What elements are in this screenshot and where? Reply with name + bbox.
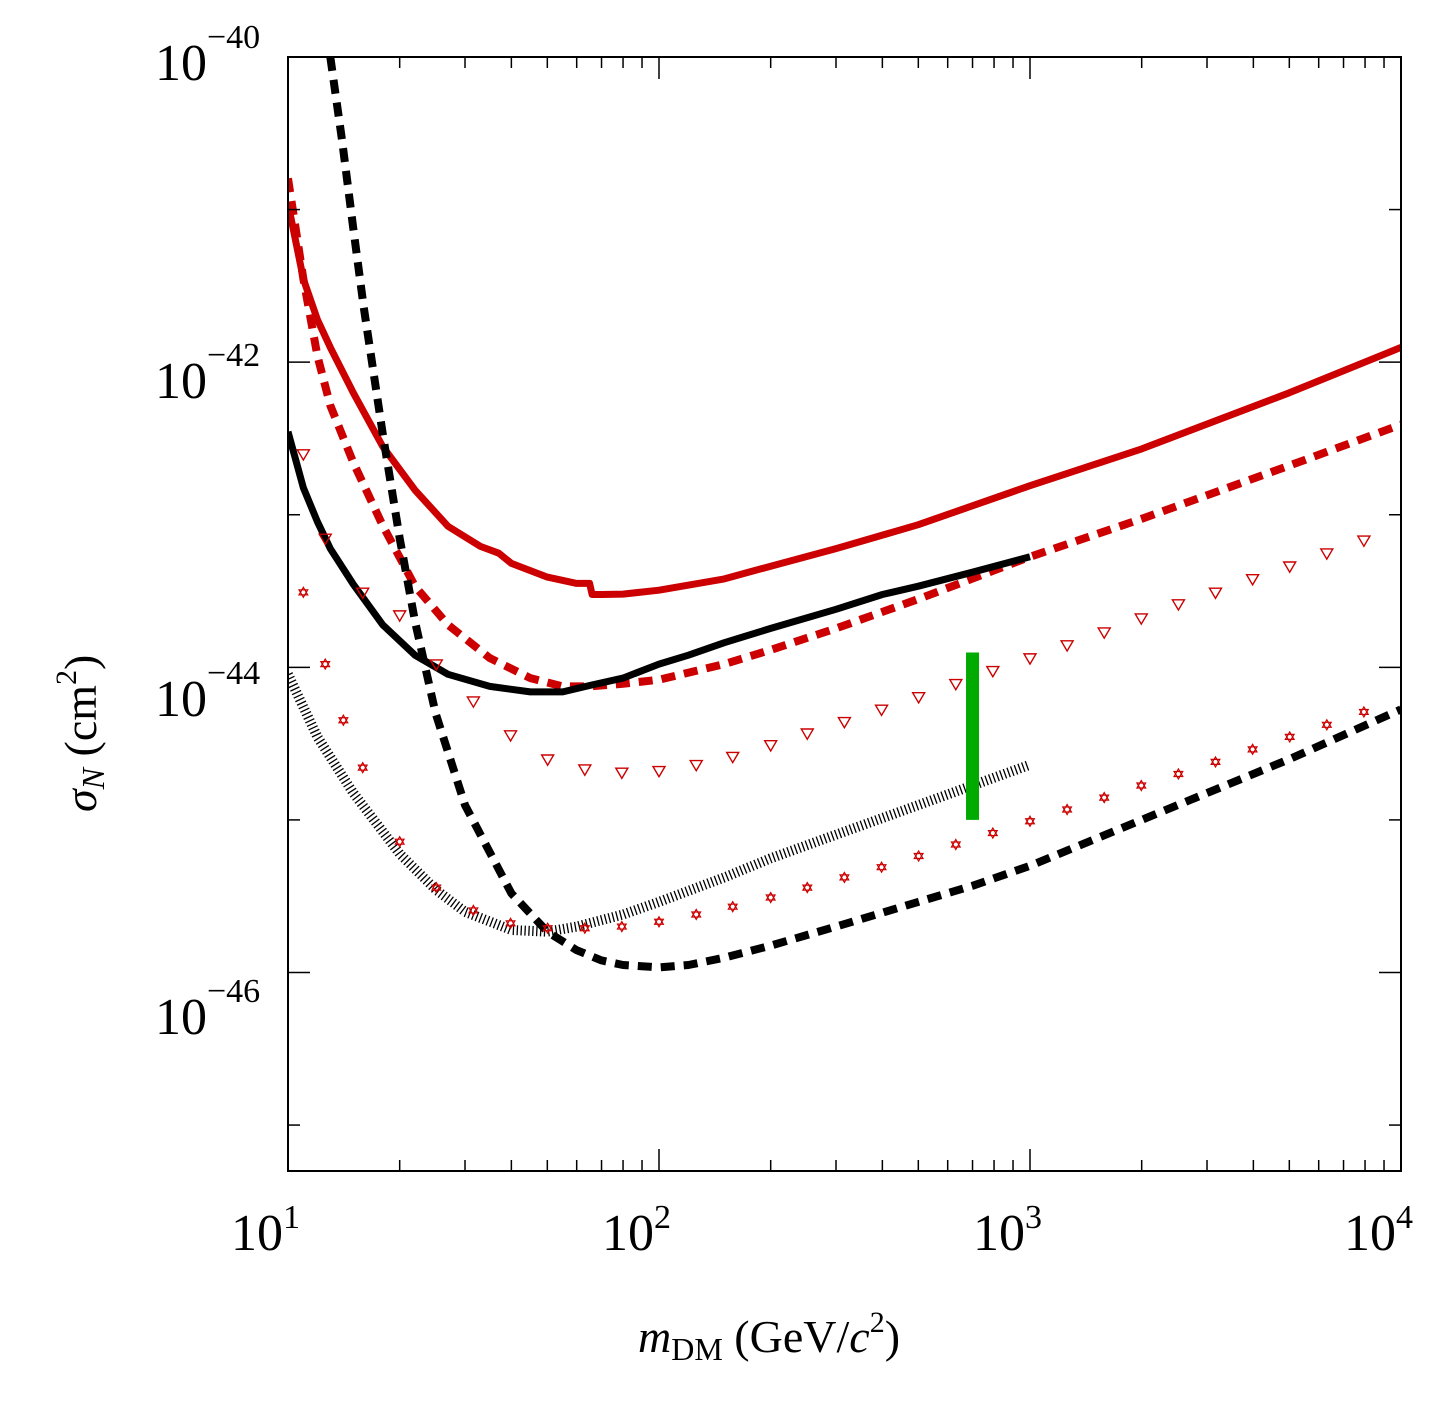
series-5-triangle-point-5 [466, 696, 481, 709]
series-5-triangle-point-12 [725, 751, 740, 764]
y-axis-title: σN (cm2) [50, 655, 111, 812]
series-5-triangle-point-2 [355, 587, 370, 600]
series-6-star-point-14 [765, 891, 777, 904]
series-5-triangle-point-15 [837, 716, 852, 730]
series-2-solid-line [288, 430, 1031, 696]
series-5-triangle-point-7 [540, 754, 555, 767]
series-6-star-point-12 [690, 908, 702, 921]
series-5-triangle-point-23 [1134, 613, 1149, 626]
svg-text:103: 103 [973, 1199, 1042, 1262]
series-5-triangle-point-26 [1245, 573, 1260, 587]
series-6-star-point-9 [579, 922, 591, 935]
series-5-triangle-point-18 [948, 678, 964, 692]
series-6-star-point-7 [505, 917, 516, 930]
series-6-star-point-6 [467, 904, 479, 917]
series-4-dotted-line [288, 672, 1032, 937]
series-6-star-point-16 [838, 871, 850, 884]
svg-text:104: 104 [1344, 1199, 1413, 1262]
series-5-triangle-point-27 [1282, 561, 1297, 574]
data-series-layer [288, 57, 1401, 972]
series-6-star-point-30 [1358, 705, 1370, 719]
series-6-star-point-18 [913, 849, 925, 863]
series-6-star-point-10 [616, 920, 628, 933]
tick-marks [287, 56, 1401, 1171]
svg-text:101: 101 [231, 1199, 300, 1262]
x-tick-label-2: 103 [973, 1199, 1042, 1262]
series-6-star-point-11 [653, 915, 665, 928]
series-6-star-point-20 [987, 826, 999, 840]
series-5-triangle-point-10 [651, 765, 667, 779]
series-6-star-point-4 [394, 835, 406, 848]
series-6-star-point-22 [1061, 803, 1073, 816]
series-6-star-point-15 [801, 881, 813, 894]
series-6-star-point-21 [1024, 815, 1036, 828]
series-5-triangle-point-9 [614, 767, 630, 780]
svg-text:102: 102 [602, 1199, 671, 1262]
series-6-star-point-24 [1135, 779, 1147, 792]
series-5-triangle-point-1 [318, 533, 333, 546]
series-6-star-point-25 [1173, 767, 1184, 781]
y-tick-label-1: 10−42 [155, 337, 260, 410]
series-5-triangle-point-19 [985, 665, 1001, 679]
series-5-triangle-point-6 [503, 730, 518, 743]
series-6-star-point-3 [357, 761, 369, 774]
series-5-triangle-point-29 [1356, 535, 1372, 548]
series-3-dashed-line [326, 57, 1401, 972]
series-6-star-point-28 [1284, 730, 1296, 744]
y-tick-label-3: 10−46 [155, 973, 260, 1046]
svg-text:10−46: 10−46 [155, 973, 260, 1046]
series-6-star-point-13 [727, 900, 739, 913]
series-5-triangle-point-25 [1208, 587, 1223, 600]
x-tick-label-3: 104 [1344, 1199, 1413, 1262]
series-6-star-point-0 [297, 586, 309, 599]
series-5-triangle-point-21 [1059, 640, 1075, 653]
series-6-star-point-8 [542, 922, 554, 935]
series-6-star-point-23 [1098, 791, 1110, 804]
series-0-solid-line [288, 202, 1401, 598]
y-tick-label-0: 10−40 [155, 19, 260, 92]
series-5-triangle-point-13 [763, 740, 778, 753]
series-6-star-point-27 [1247, 743, 1258, 756]
series-5-triangle-point-20 [1022, 653, 1038, 666]
series-5-triangle-point-16 [874, 704, 889, 717]
series-5-triangle-point-0 [296, 449, 311, 462]
y-tick-label-2: 10−44 [155, 655, 260, 728]
svg-text:σN (cm2): σN (cm2) [50, 655, 111, 812]
x-axis-title: mDM (GeV/c2) [638, 1306, 900, 1367]
svg-text:mDM (GeV/c2): mDM (GeV/c2) [638, 1306, 900, 1367]
series-6-star-point-17 [876, 860, 887, 874]
svg-text:10−40: 10−40 [155, 19, 260, 92]
series-6-star-point-1 [319, 657, 331, 671]
series-6-star-point-2 [337, 714, 349, 727]
series-5-triangle-point-22 [1096, 627, 1112, 640]
series-6-star-point-26 [1210, 755, 1221, 769]
series-5-triangle-point-8 [577, 764, 593, 777]
series-5-triangle-point-28 [1319, 548, 1335, 561]
series-6-star-point-29 [1321, 718, 1333, 732]
series-5-triangle-point-3 [392, 610, 407, 623]
svg-text:10−44: 10−44 [155, 655, 260, 728]
series-5-triangle-point-17 [911, 691, 926, 705]
series-6-star-point-5 [430, 881, 442, 894]
svg-text:10−42: 10−42 [155, 337, 260, 410]
plot-frame [287, 56, 1402, 1172]
series-5-triangle-point-4 [429, 659, 444, 672]
series-5-triangle-point-11 [689, 759, 704, 773]
x-tick-label-1: 102 [602, 1199, 671, 1262]
series-5-triangle-point-24 [1171, 599, 1186, 612]
series-5-triangle-point-14 [800, 728, 815, 741]
series-6-star-point-19 [950, 838, 962, 851]
x-tick-label-0: 101 [231, 1199, 300, 1262]
